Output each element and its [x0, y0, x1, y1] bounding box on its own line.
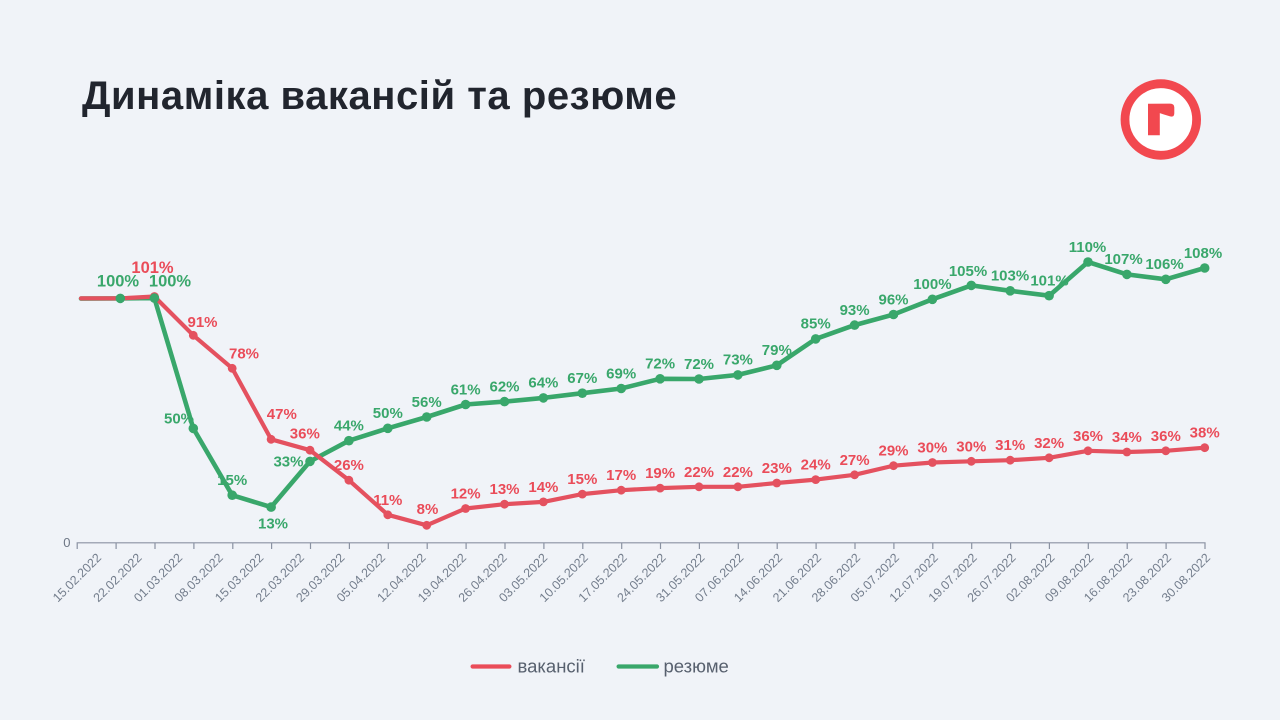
- svg-text:36%: 36%: [1073, 428, 1103, 445]
- svg-text:12%: 12%: [451, 486, 481, 503]
- svg-text:108%: 108%: [1184, 245, 1222, 262]
- svg-text:15%: 15%: [567, 471, 597, 488]
- svg-text:11%: 11%: [373, 492, 402, 509]
- svg-text:72%: 72%: [645, 356, 675, 373]
- svg-text:36%: 36%: [1151, 428, 1181, 445]
- svg-text:44%: 44%: [334, 418, 364, 435]
- svg-text:105%: 105%: [949, 263, 987, 280]
- svg-text:96%: 96%: [878, 291, 908, 308]
- svg-text:47%: 47%: [267, 406, 297, 423]
- svg-text:101%: 101%: [1030, 273, 1068, 290]
- svg-text:100%: 100%: [97, 273, 140, 291]
- svg-text:50%: 50%: [373, 405, 403, 422]
- svg-text:резюме: резюме: [664, 656, 729, 677]
- svg-text:69%: 69%: [606, 365, 636, 382]
- svg-text:15%: 15%: [217, 472, 247, 489]
- svg-text:78%: 78%: [229, 345, 259, 362]
- svg-text:23%: 23%: [762, 460, 792, 477]
- svg-text:17%: 17%: [606, 467, 636, 484]
- svg-text:103%: 103%: [991, 268, 1029, 285]
- svg-text:24%: 24%: [801, 457, 831, 474]
- svg-text:93%: 93%: [840, 302, 870, 319]
- svg-text:110%: 110%: [1069, 239, 1107, 256]
- svg-text:61%: 61%: [451, 381, 481, 398]
- svg-text:56%: 56%: [412, 394, 442, 411]
- svg-text:106%: 106%: [1145, 256, 1183, 273]
- svg-text:100%: 100%: [913, 276, 951, 293]
- svg-text:31%: 31%: [995, 437, 1025, 454]
- svg-text:85%: 85%: [801, 316, 831, 333]
- svg-text:62%: 62%: [489, 378, 519, 395]
- svg-text:13%: 13%: [258, 516, 288, 533]
- svg-text:27%: 27%: [840, 452, 870, 469]
- svg-text:22%: 22%: [723, 464, 753, 481]
- svg-text:30%: 30%: [917, 440, 947, 457]
- svg-text:79%: 79%: [762, 342, 792, 359]
- svg-text:73%: 73%: [723, 352, 753, 369]
- svg-text:19%: 19%: [645, 465, 675, 482]
- svg-text:72%: 72%: [684, 356, 714, 373]
- svg-text:26%: 26%: [334, 457, 364, 474]
- svg-text:32%: 32%: [1034, 435, 1064, 452]
- svg-text:0: 0: [63, 535, 70, 550]
- svg-text:91%: 91%: [187, 314, 217, 331]
- svg-text:100%: 100%: [149, 273, 192, 291]
- svg-text:64%: 64%: [528, 375, 558, 392]
- svg-text:101%: 101%: [131, 259, 174, 277]
- svg-text:29%: 29%: [878, 443, 908, 460]
- svg-text:22%: 22%: [684, 464, 714, 481]
- svg-text:33%: 33%: [273, 454, 303, 471]
- svg-text:8%: 8%: [417, 501, 439, 518]
- svg-text:13%: 13%: [489, 481, 519, 498]
- svg-text:38%: 38%: [1190, 425, 1220, 442]
- svg-text:36%: 36%: [290, 426, 320, 443]
- svg-text:вакансії: вакансії: [518, 656, 585, 677]
- svg-text:30%: 30%: [956, 438, 986, 455]
- svg-text:14%: 14%: [528, 479, 558, 496]
- svg-text:50%: 50%: [164, 411, 194, 428]
- svg-text:67%: 67%: [567, 370, 597, 387]
- svg-text:34%: 34%: [1112, 429, 1142, 446]
- svg-text:107%: 107%: [1104, 251, 1142, 268]
